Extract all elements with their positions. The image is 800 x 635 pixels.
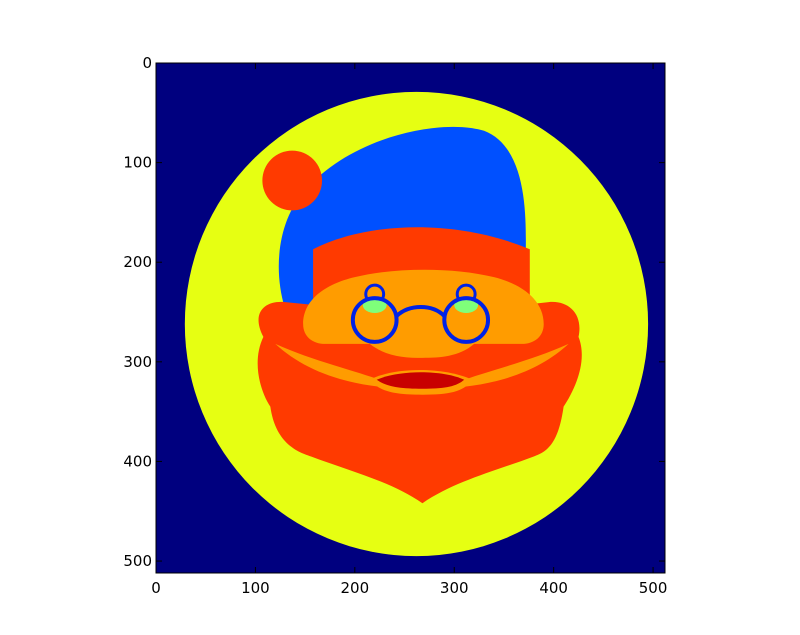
y-tick-label: 0 xyxy=(142,54,152,72)
pompom-region xyxy=(262,150,323,211)
left-highlight xyxy=(362,297,387,314)
glasses-bridge xyxy=(395,305,446,318)
beard-region xyxy=(257,301,582,504)
x-tick-label: 500 xyxy=(639,579,668,597)
mouth-region xyxy=(376,372,465,389)
y-tick-label: 500 xyxy=(123,552,152,570)
y-tick-label: 200 xyxy=(123,253,152,271)
x-tick-label: 200 xyxy=(341,579,370,597)
y-tick-label: 100 xyxy=(123,154,152,172)
x-tick-label: 400 xyxy=(539,579,568,597)
y-axis: 0 100 200 300 400 500 xyxy=(123,54,665,570)
right-lens xyxy=(442,296,491,344)
y-tick-label: 300 xyxy=(123,353,152,371)
mustache-region xyxy=(275,343,569,392)
x-tick-label: 100 xyxy=(241,579,270,597)
x-tick-label: 0 xyxy=(151,579,161,597)
left-lens xyxy=(350,296,399,344)
axes-frame xyxy=(155,62,666,574)
x-tick-label: 300 xyxy=(440,579,469,597)
right-highlight xyxy=(454,297,479,314)
y-tick-label: 400 xyxy=(123,452,152,470)
heatmap-image xyxy=(156,63,665,573)
x-axis: 0 100 200 300 400 500 xyxy=(151,63,667,597)
